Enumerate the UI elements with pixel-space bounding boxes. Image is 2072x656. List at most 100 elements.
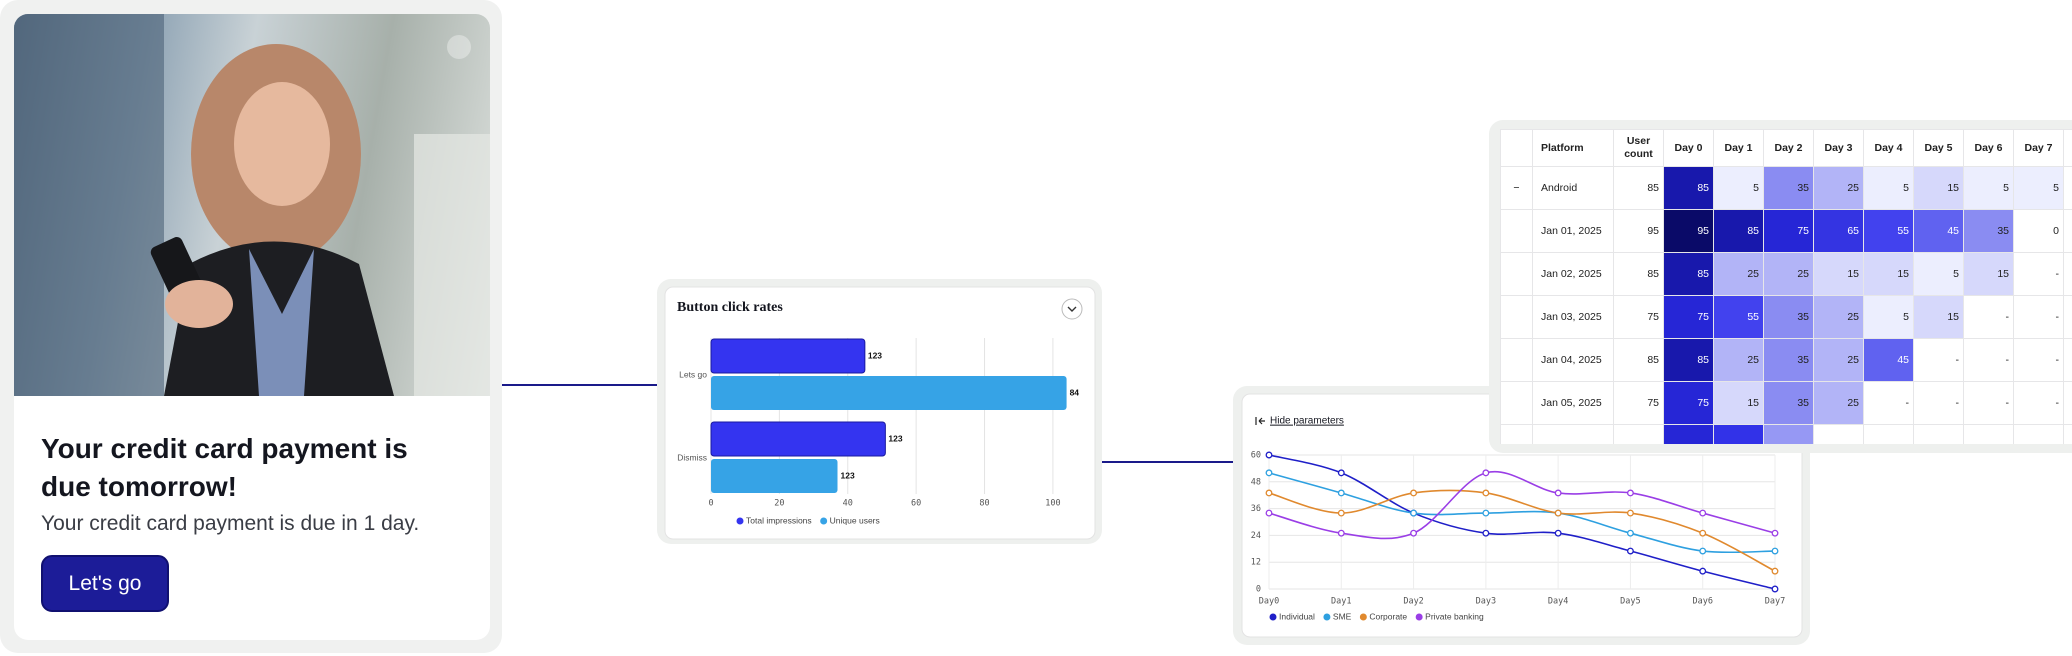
point — [1337, 489, 1345, 497]
legend-label: Total impressions — [746, 515, 812, 525]
cell — [1963, 424, 2014, 444]
y-tick-label: Lets go — [679, 369, 707, 379]
point — [1410, 509, 1418, 517]
point — [1626, 547, 1634, 555]
cell — [1813, 424, 1864, 444]
point — [1337, 529, 1345, 537]
heat-cell: 25 — [1813, 166, 1864, 210]
heat-cell: 25 — [1813, 338, 1864, 382]
heat-cell: - — [2013, 252, 2064, 296]
bar-label: 123 — [868, 350, 882, 360]
row-label: Jan 04, 2025 — [1532, 338, 1614, 382]
legend-label: Unique users — [830, 515, 880, 525]
cell — [2063, 209, 2072, 253]
header-cell: Day 0 — [1663, 129, 1714, 167]
point — [1265, 451, 1273, 459]
x-tick-label: Day6 — [1692, 597, 1712, 607]
x-tick-label: Day7 — [1765, 597, 1785, 607]
heat-cell: 85 — [1663, 338, 1714, 382]
hide-icon — [1255, 417, 1265, 425]
close-button[interactable] — [447, 35, 471, 59]
promo-frame: Your credit card payment is due tomorrow… — [0, 0, 502, 653]
heat-cell: 35 — [1763, 381, 1814, 425]
bar — [711, 376, 1067, 410]
cell — [1763, 424, 1814, 444]
point — [1265, 489, 1273, 497]
heat-cell: 15 — [1913, 295, 1964, 339]
heat-cell: 35 — [1763, 295, 1814, 339]
user-count: 75 — [1613, 381, 1664, 425]
bar-label: 123 — [841, 470, 855, 480]
heat-cell: 25 — [1713, 338, 1764, 382]
point — [1337, 469, 1345, 477]
heat-cell: 25 — [1763, 252, 1814, 296]
point — [1554, 489, 1562, 497]
heat-cell: - — [1963, 338, 2014, 382]
bar — [710, 338, 866, 374]
user-count: 75 — [1613, 295, 1664, 339]
table-row: Jan 05, 2025 75 75 15 35 25- - - - — [1500, 381, 2072, 425]
heat-cell: 65 — [1813, 209, 1864, 253]
heat-cell: 35 — [1763, 166, 1814, 210]
point — [1771, 585, 1779, 593]
cell — [2013, 424, 2064, 444]
point — [1410, 529, 1418, 537]
heat-cell: 75 — [1763, 209, 1814, 253]
cell — [1713, 424, 1764, 444]
bar-title: Button click rates — [677, 300, 783, 315]
row-label: Android — [1532, 166, 1614, 210]
y-tick-label: 48 — [1251, 477, 1261, 487]
heat-cell: 45 — [1863, 338, 1914, 382]
row-label: Jan 05, 2025 — [1532, 381, 1614, 425]
collapse-button[interactable] — [1061, 298, 1083, 320]
point — [1771, 529, 1779, 537]
x-tick-label: Day4 — [1548, 597, 1568, 607]
heat-cell: 5 — [1913, 252, 1964, 296]
heat-cell: 5 — [1963, 166, 2014, 210]
cell — [1613, 424, 1664, 444]
x-tick-label: Day0 — [1259, 597, 1279, 607]
point — [1482, 509, 1490, 517]
x-tick-label: Day1 — [1331, 597, 1351, 607]
point — [1626, 489, 1634, 497]
point — [1554, 509, 1562, 517]
legend-swatch — [1323, 613, 1331, 621]
table-row: Jan 03, 2025 75 75 55 35 25 5 15- - — [1500, 295, 2072, 339]
point — [1771, 567, 1779, 575]
header-cell: Day 6 — [1963, 129, 2014, 167]
line — [1268, 470, 1776, 540]
point — [1482, 529, 1490, 537]
header-row: Platform User count Day 0 Day 1 Day 2 Day 3 Da… — [1500, 129, 2072, 167]
heat-cell: 35 — [1963, 209, 2014, 253]
face — [234, 82, 330, 206]
cell — [1500, 252, 1533, 296]
bar — [711, 459, 838, 493]
heat-cell: 15 — [1863, 252, 1914, 296]
heat-cell: 15 — [1963, 252, 2014, 296]
cta-button[interactable]: Let's go — [41, 555, 169, 612]
cell — [1913, 424, 1964, 444]
cell — [1500, 209, 1533, 253]
row-label: Jan 01, 2025 — [1532, 209, 1614, 253]
cell — [2063, 252, 2072, 296]
hide-parameters[interactable]: Hide parameters — [1270, 416, 1344, 427]
point — [1482, 489, 1490, 497]
row-label: Jan 03, 2025 — [1532, 295, 1614, 339]
row-label: Jan 02, 2025 — [1532, 252, 1614, 296]
building — [14, 14, 164, 396]
x-tick-label: 20 — [774, 499, 784, 509]
point — [1265, 509, 1273, 517]
heat-cell: 0 — [2013, 209, 2064, 253]
legend-label: SME — [1333, 611, 1352, 621]
photo-art — [14, 14, 490, 396]
line — [1268, 454, 1776, 590]
heat-cell: 15 — [1713, 381, 1764, 425]
line — [1268, 472, 1776, 554]
table-row: Jan 01, 2025 95 95 85 75 65 55 45 35 0 — [1500, 209, 2072, 253]
heat-cell: - — [2013, 338, 2064, 382]
heat-cell: 75 — [1663, 381, 1714, 425]
x-tick-label: 80 — [979, 499, 989, 509]
cell — [1500, 338, 1533, 382]
header-cell: Day 5 — [1913, 129, 1964, 167]
table-body: − Android 85 85 5 35 25 5 15 5 5 Jan 01, 2025 95 95 85… — [1500, 166, 2072, 444]
